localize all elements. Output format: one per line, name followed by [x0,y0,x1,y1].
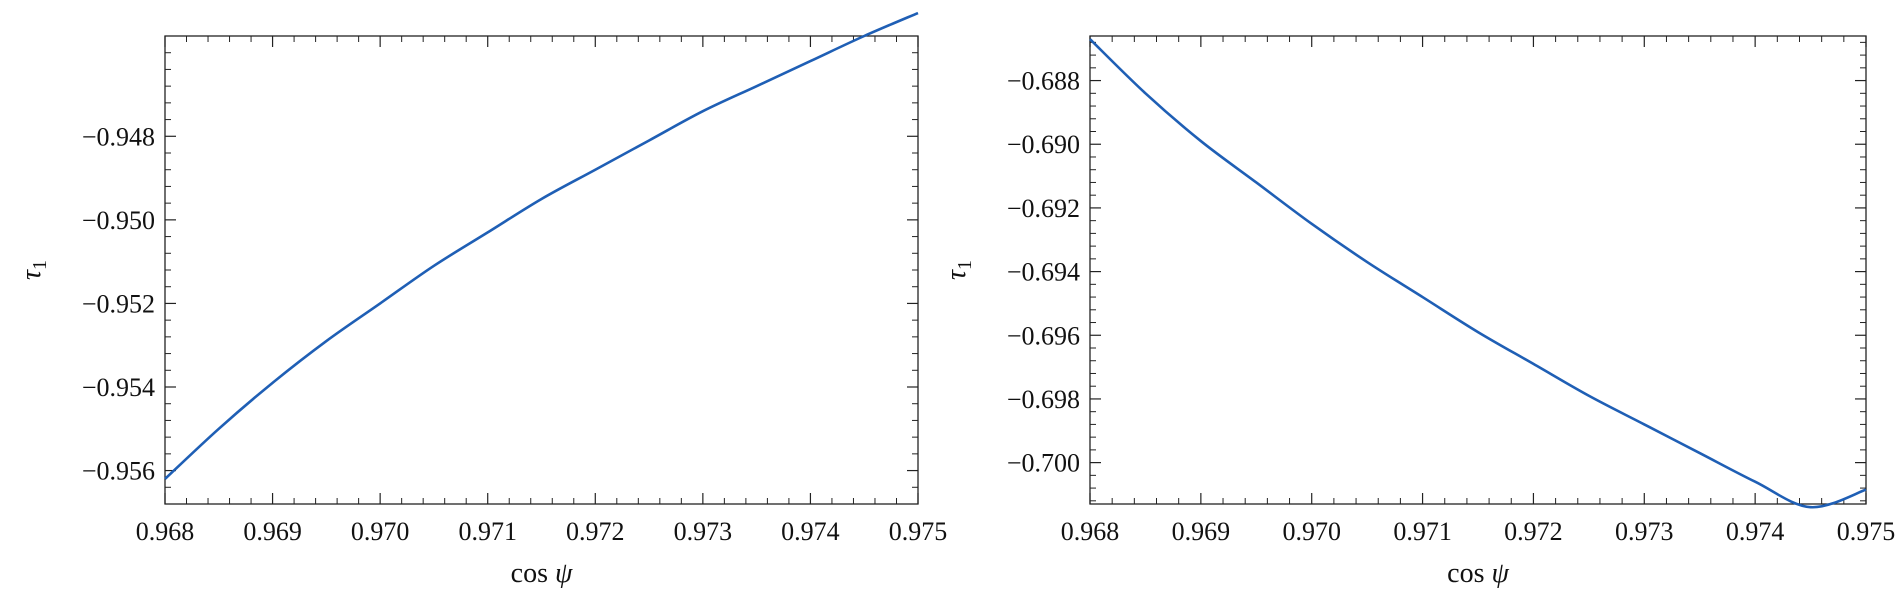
x-tick-label: 0.973 [1615,517,1674,546]
x-tick-label: 0.972 [566,517,625,546]
x-tick-label: 0.973 [674,517,733,546]
y-tick-label: −0.948 [82,122,155,151]
series-line [164,11,919,480]
x-tick-label: 0.968 [136,517,195,546]
x-tick-label: 0.970 [351,517,410,546]
x-tick-label: 0.969 [243,517,302,546]
y-tick-label: −0.688 [1007,67,1080,96]
x-tick-label: 0.969 [1172,517,1231,546]
y-axis-label: τ1 [16,260,51,280]
x-tick-label: 0.975 [1837,517,1896,546]
x-tick-label: 0.971 [458,517,517,546]
y-tick-label: −0.692 [1007,194,1080,223]
y-axis-label: τ1 [941,260,976,280]
chart-1: 0.968 0.969 0.970 0.971 0.972 0.973 0.974 0.975… [16,11,948,589]
x-axis-label: cos ψ [511,558,573,589]
y-tick-label: −0.952 [82,289,155,318]
y-tick-label: −0.690 [1007,130,1080,159]
y-tick-label: −0.694 [1007,258,1080,287]
plot-frame [164,35,919,505]
y-tick-label: −0.950 [82,206,155,235]
x-tick-label: 0.970 [1282,517,1341,546]
x-tick-label: 0.975 [889,517,948,546]
x-tick-label: 0.974 [781,517,840,546]
x-tick-label: 0.968 [1061,517,1120,546]
x-tick-label: 0.972 [1504,517,1563,546]
x-tick-label: 0.971 [1393,517,1452,546]
y-tick-label: −0.954 [82,373,155,402]
y-tick-label: −0.698 [1007,385,1080,414]
y-tick-label: −0.696 [1007,321,1080,350]
y-tick-label: −0.700 [1007,449,1080,478]
plot-frame [1089,35,1867,505]
chart-2: 0.968 0.969 0.970 0.971 0.972 0.973 0.974 0.975… [941,35,1896,589]
series-line [1089,38,1867,509]
x-tick-label: 0.974 [1726,517,1785,546]
x-axis-label: cos ψ [1447,558,1509,589]
y-tick-label: −0.956 [82,457,155,486]
